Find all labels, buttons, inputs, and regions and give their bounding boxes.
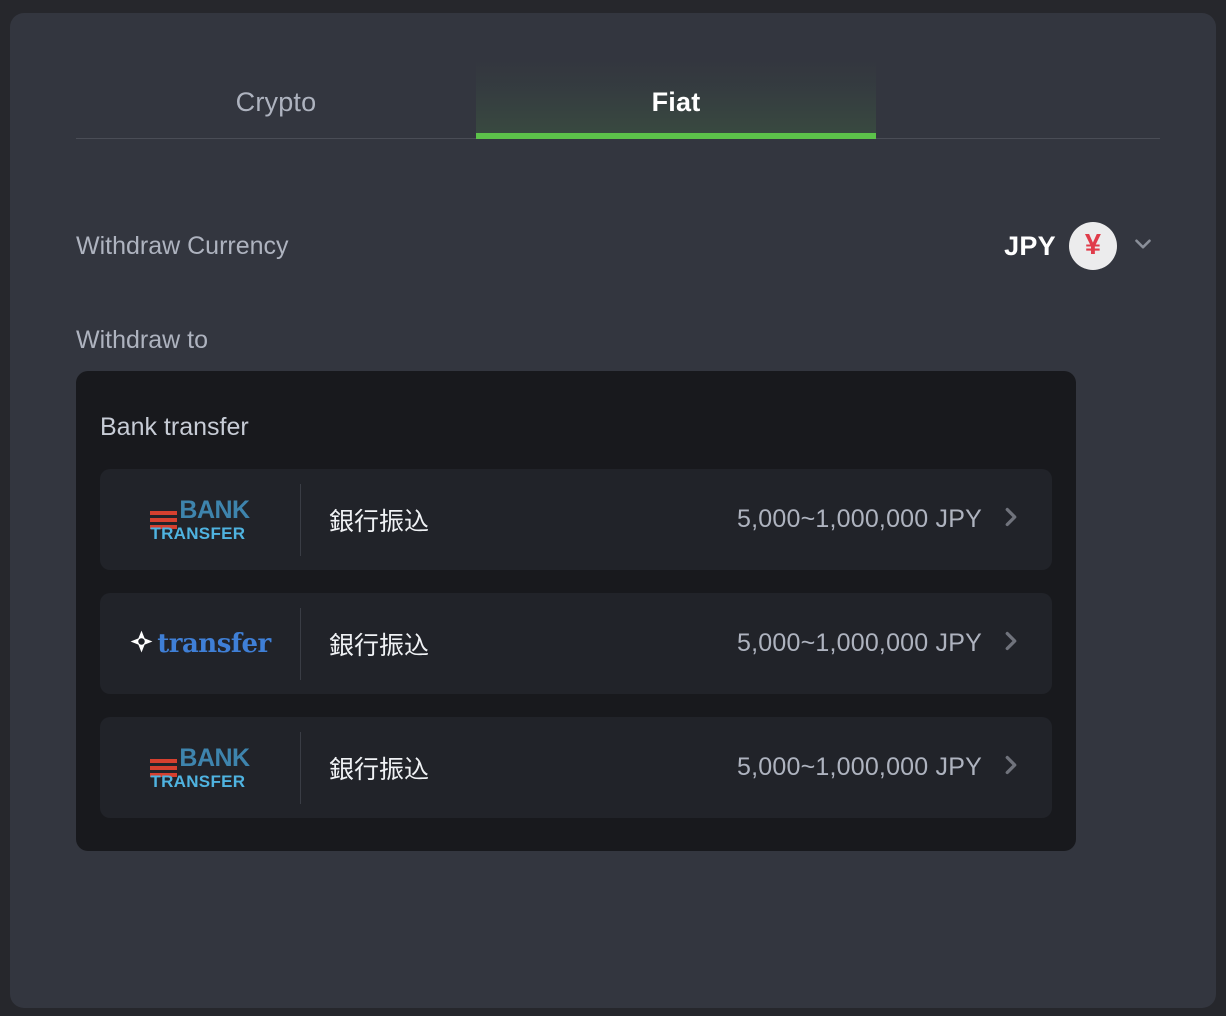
method-name: 銀行振込 [329,755,430,784]
payment-method-list: BANK TRANSFER 銀行振込 5,000~1,000,000 JPY [100,469,1052,818]
tab-fiat-label: Fiat [651,87,701,117]
method-limit: 5,000~1,000,000 JPY [737,753,982,781]
method-limit: 5,000~1,000,000 JPY [737,505,982,533]
logo-text-primary: transfer [157,628,271,659]
row-divider [300,483,301,556]
tab-fiat[interactable]: Fiat [476,60,876,139]
withdraw-panel: Crypto Fiat Withdraw Currency JPY ¥ With… [10,13,1216,1008]
logo-text-secondary: TRANSFER [150,771,246,791]
method-name: 銀行振込 [329,631,430,660]
method-limit: 5,000~1,000,000 JPY [737,629,982,657]
asset-type-tabs: Crypto Fiat [66,60,1160,139]
chevron-down-icon[interactable] [1130,231,1156,262]
bank-transfer-logo: BANK TRANSFER [100,469,300,570]
withdraw-to-label: Withdraw to [76,326,208,354]
logo-bars-icon [150,758,178,777]
withdraw-currency-select[interactable]: JPY ¥ [1004,222,1160,270]
transfer-logo: transfer [100,593,300,694]
yen-symbol: ¥ [1084,229,1102,261]
method-name: 銀行振込 [329,507,430,536]
selected-currency-code: JPY [1004,230,1056,261]
withdraw-currency-label: Withdraw Currency [76,231,289,260]
bank-transfer-card: Bank transfer BANK TRANSFER [76,371,1076,851]
logo-bars-icon [150,510,178,529]
row-divider [300,731,301,804]
withdraw-currency-row: Withdraw Currency JPY ¥ [66,218,1160,274]
diamond-star-icon [129,629,154,659]
row-divider [300,607,301,680]
bank-transfer-logo: BANK TRANSFER [100,717,300,818]
tab-crypto[interactable]: Crypto [76,60,476,139]
list-item[interactable]: transfer 銀行振込 5,000~1,000,000 JPY [100,593,1052,694]
logo-text-primary: BANK [179,495,250,524]
logo-text-primary: BANK [179,743,250,772]
chevron-right-icon[interactable] [996,626,1026,661]
chevron-right-icon[interactable] [996,750,1026,785]
yen-currency-icon: ¥ [1069,222,1117,270]
chevron-right-icon[interactable] [996,502,1026,537]
tab-crypto-label: Crypto [235,87,317,117]
logo-text-secondary: TRANSFER [150,523,246,543]
card-title: Bank transfer [100,413,249,441]
list-item[interactable]: BANK TRANSFER 銀行振込 5,000~1,000,000 JPY [100,469,1052,570]
list-item[interactable]: BANK TRANSFER 銀行振込 5,000~1,000,000 JPY [100,717,1052,818]
tab-active-indicator [476,133,876,139]
